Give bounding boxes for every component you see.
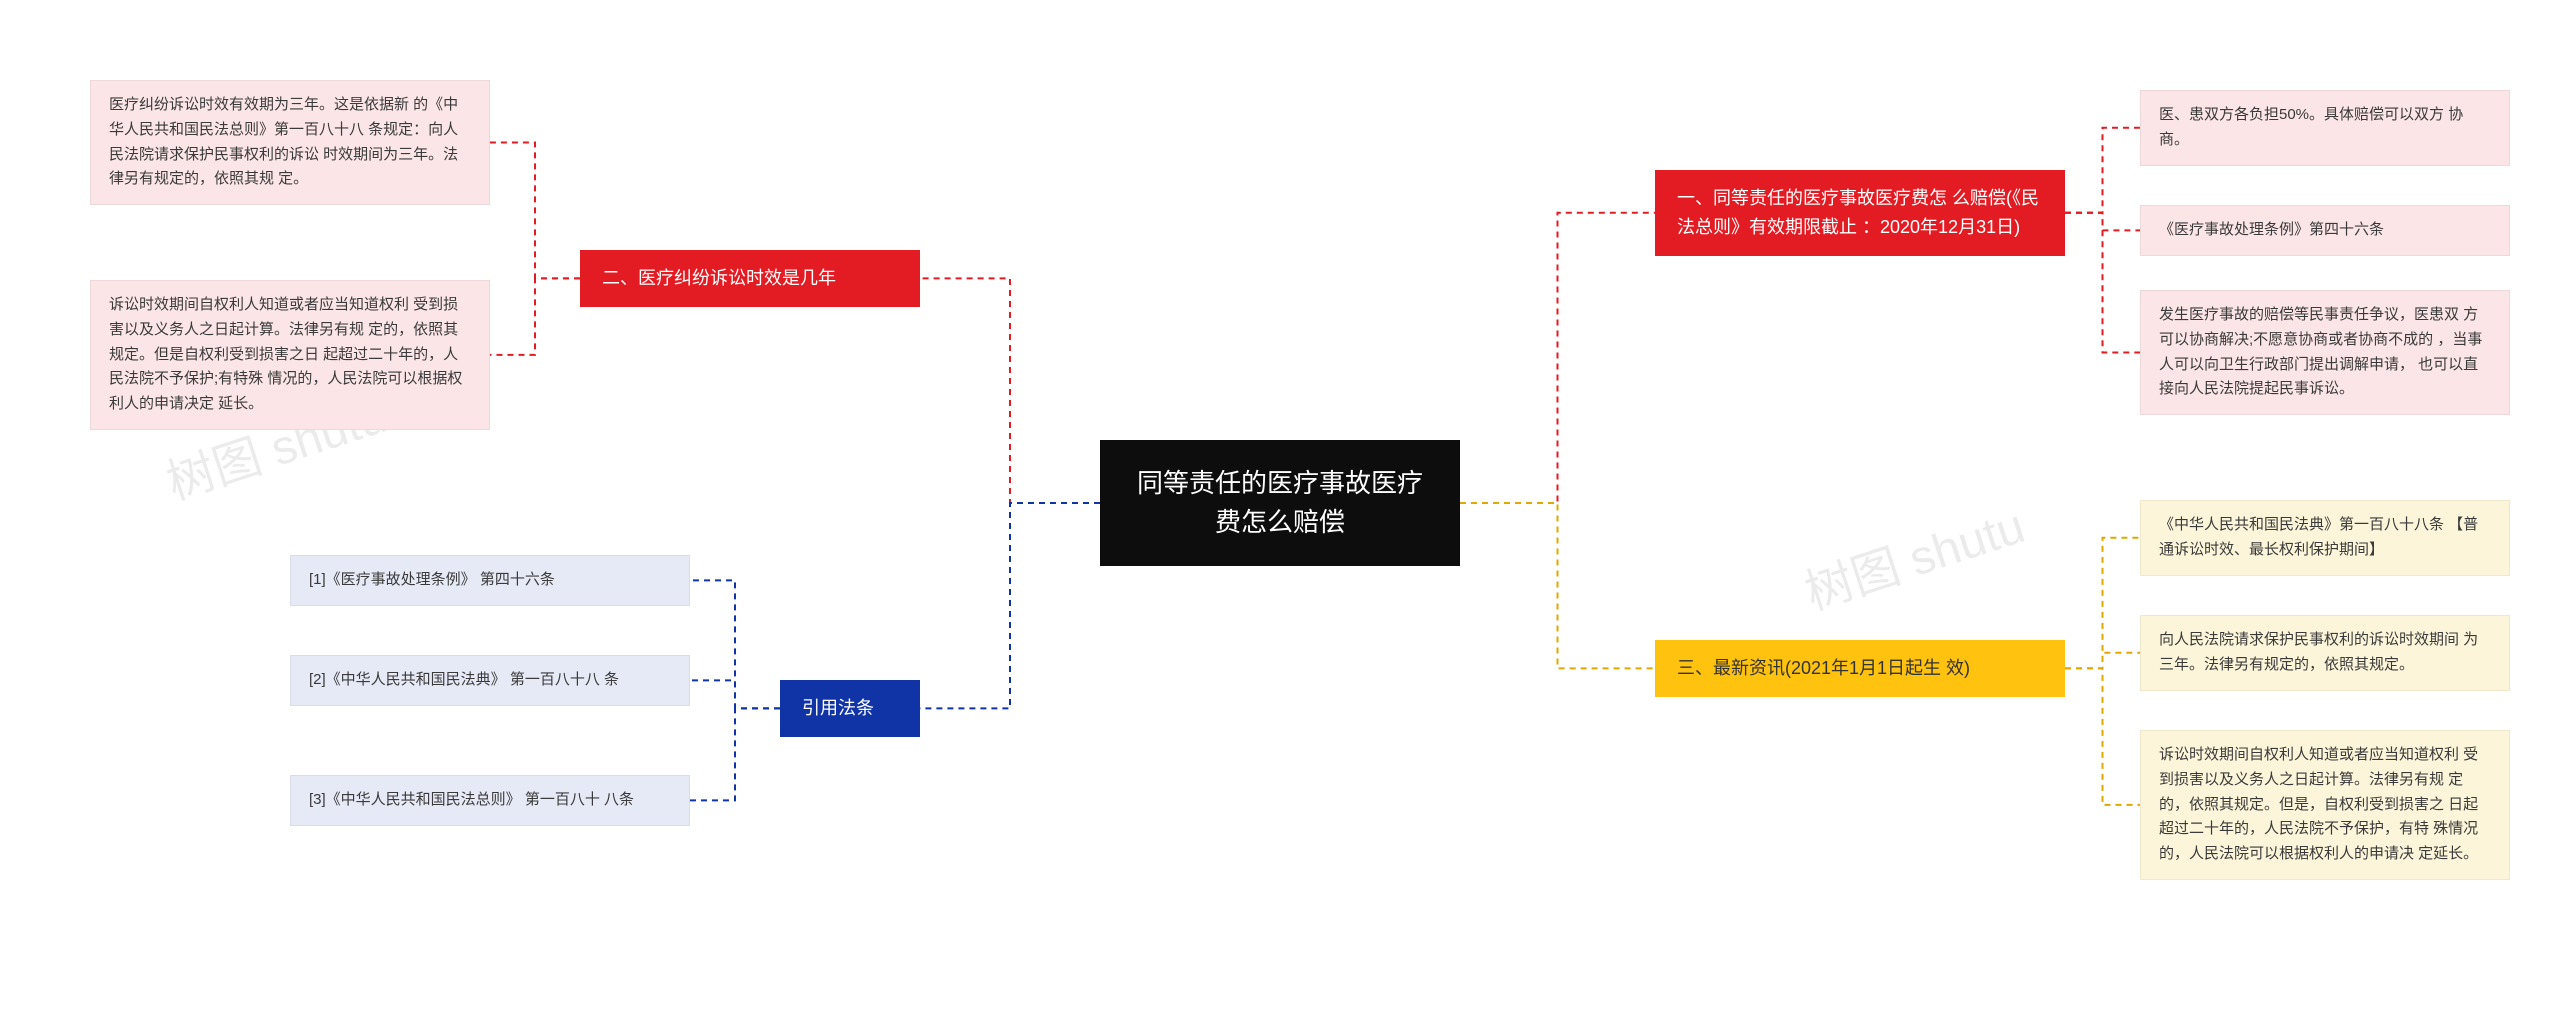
leaf-b4-1: [2]《中华人民共和国民法典》 第一百八十八 条 bbox=[290, 655, 690, 706]
branch-b3: 三、最新资讯(2021年1月1日起生 效) bbox=[1655, 640, 2065, 697]
leaf-b3-1: 向人民法院请求保护民事权利的诉讼时效期间 为三年。法律另有规定的，依照其规定。 bbox=[2140, 615, 2510, 691]
branch-b4: 引用法条 bbox=[780, 680, 920, 737]
leaf-b3-0: 《中华人民共和国民法典》第一百八十八条 【普通诉讼时效、最长权利保护期间】 bbox=[2140, 500, 2510, 576]
leaf-b2-1: 诉讼时效期间自权利人知道或者应当知道权利 受到损害以及义务人之日起计算。法律另有… bbox=[90, 280, 490, 430]
center-node: 同等责任的医疗事故医疗 费怎么赔偿 bbox=[1100, 440, 1460, 566]
leaf-b1-2: 发生医疗事故的赔偿等民事责任争议，医患双 方可以协商解决;不愿意协商或者协商不成… bbox=[2140, 290, 2510, 415]
leaf-b3-2: 诉讼时效期间自权利人知道或者应当知道权利 受到损害以及义务人之日起计算。法律另有… bbox=[2140, 730, 2510, 880]
leaf-b1-1: 《医疗事故处理条例》第四十六条 bbox=[2140, 205, 2510, 256]
watermark: 树图 shutu bbox=[1795, 487, 2032, 624]
leaf-b1-0: 医、患双方各负担50%。具体赔偿可以双方 协商。 bbox=[2140, 90, 2510, 166]
leaf-b4-2: [3]《中华人民共和国民法总则》 第一百八十 八条 bbox=[290, 775, 690, 826]
branch-b1: 一、同等责任的医疗事故医疗费怎 么赔偿(《民法总则》有效期限截止 ：2020年1… bbox=[1655, 170, 2065, 256]
leaf-b2-0: 医疗纠纷诉讼时效有效期为三年。这是依据新 的《中华人民共和国民法总则》第一百八十… bbox=[90, 80, 490, 205]
leaf-b4-0: [1]《医疗事故处理条例》 第四十六条 bbox=[290, 555, 690, 606]
branch-b2: 二、医疗纠纷诉讼时效是几年 bbox=[580, 250, 920, 307]
